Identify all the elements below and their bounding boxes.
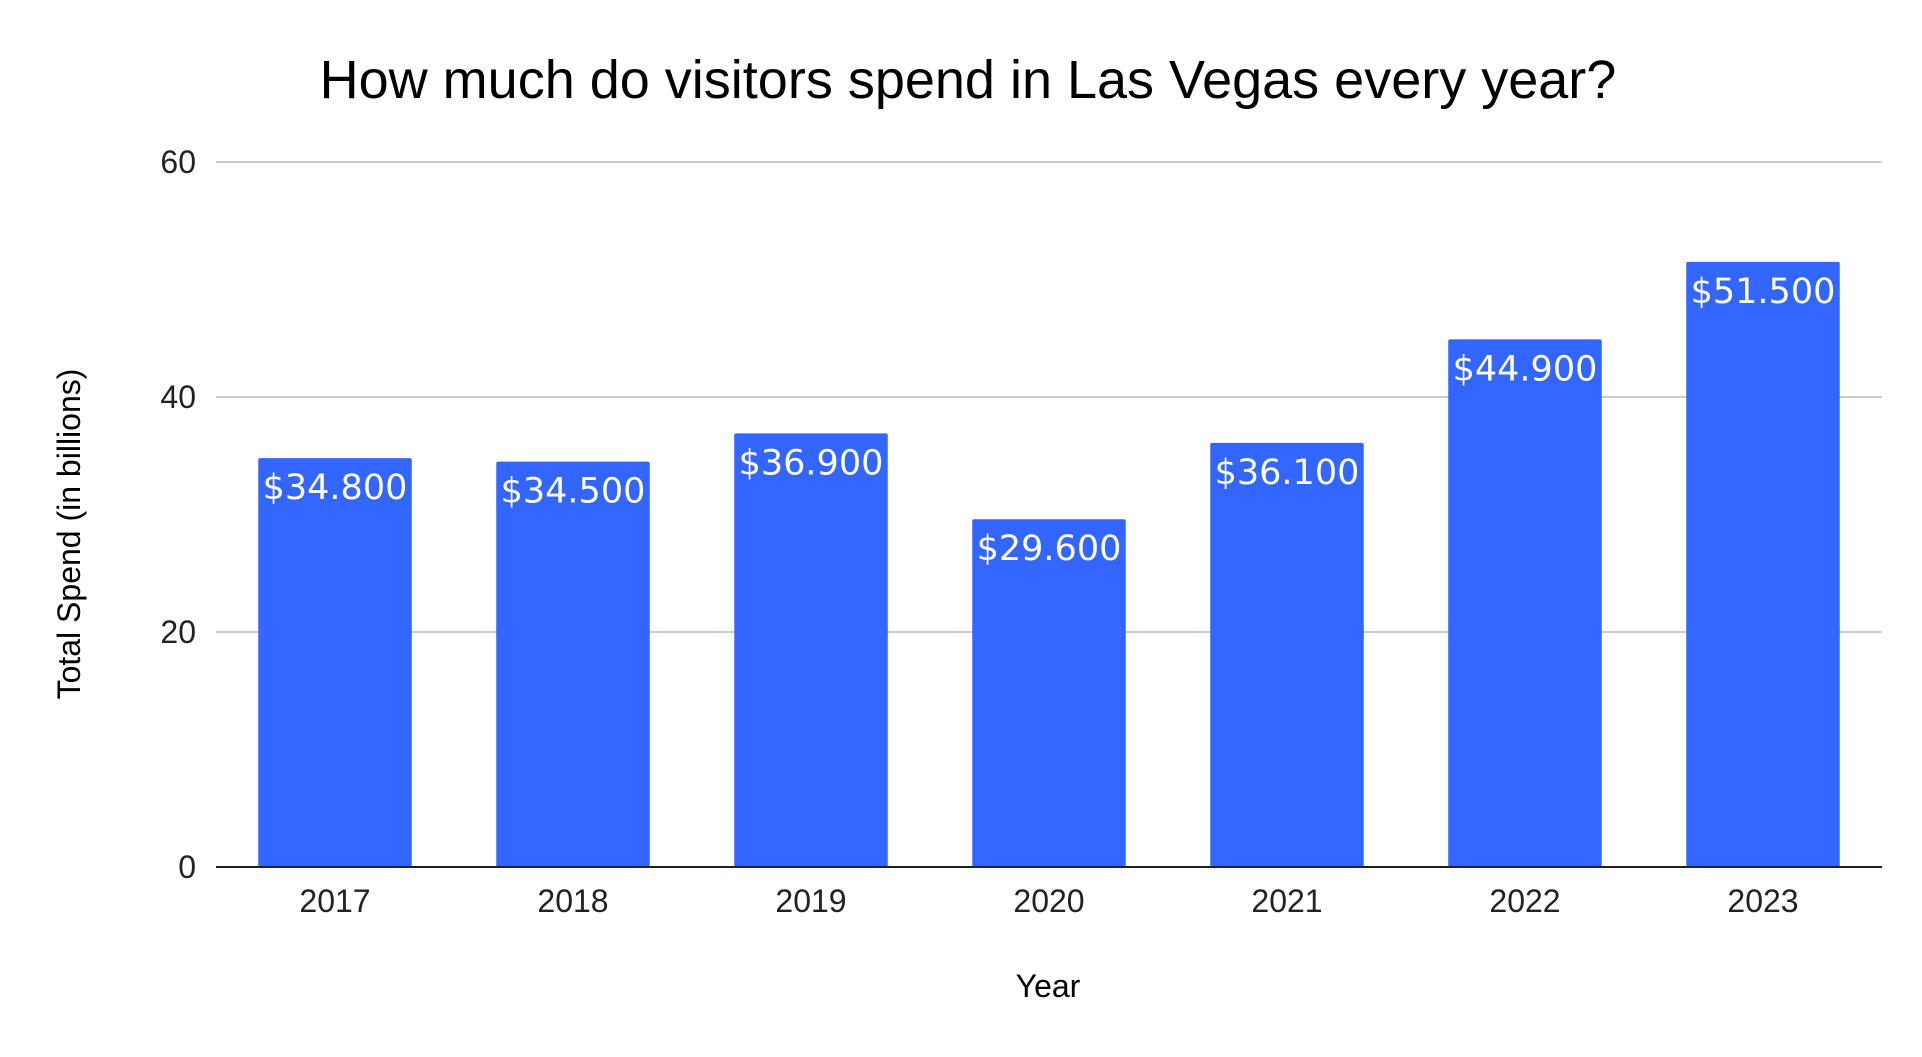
bar	[496, 461, 650, 867]
bar	[1686, 261, 1840, 867]
bar	[1210, 442, 1364, 867]
y-tick-label: 20	[160, 614, 196, 650]
bar	[1448, 339, 1602, 867]
bar	[258, 458, 412, 867]
data-label: $51.500	[1691, 272, 1836, 312]
x-axis-ticks: 2017 2018 2019 2020 2021 2022 2023	[299, 883, 1798, 919]
data-labels: $34.800 $34.500 $36.900 $29.600 $36.100 $44.9…	[263, 272, 1836, 569]
x-tick-label: 2023	[1727, 883, 1798, 919]
data-label: $36.100	[1215, 453, 1360, 493]
y-axis-ticks: 0 20 40 60	[160, 144, 196, 885]
x-tick-label: 2019	[775, 883, 846, 919]
x-tick-label: 2017	[299, 883, 370, 919]
bar	[734, 433, 888, 867]
bars	[258, 261, 1840, 867]
data-label: $44.900	[1453, 349, 1598, 389]
chart-title: How much do visitors spend in Las Vegas …	[320, 50, 1617, 110]
y-axis-title: Total Spend (in billions)	[51, 369, 87, 700]
data-label: $34.800	[263, 468, 408, 508]
data-label: $34.500	[501, 472, 646, 512]
bar	[972, 519, 1126, 867]
data-label: $29.600	[977, 529, 1122, 569]
x-tick-label: 2021	[1251, 883, 1322, 919]
x-tick-label: 2020	[1013, 883, 1084, 919]
x-axis-title: Year	[1016, 968, 1081, 1004]
y-tick-label: 40	[160, 379, 196, 415]
x-tick-label: 2022	[1489, 883, 1560, 919]
y-tick-label: 60	[160, 144, 196, 180]
x-tick-label: 2018	[537, 883, 608, 919]
data-label: $36.900	[739, 443, 884, 483]
y-tick-label: 0	[178, 849, 196, 885]
